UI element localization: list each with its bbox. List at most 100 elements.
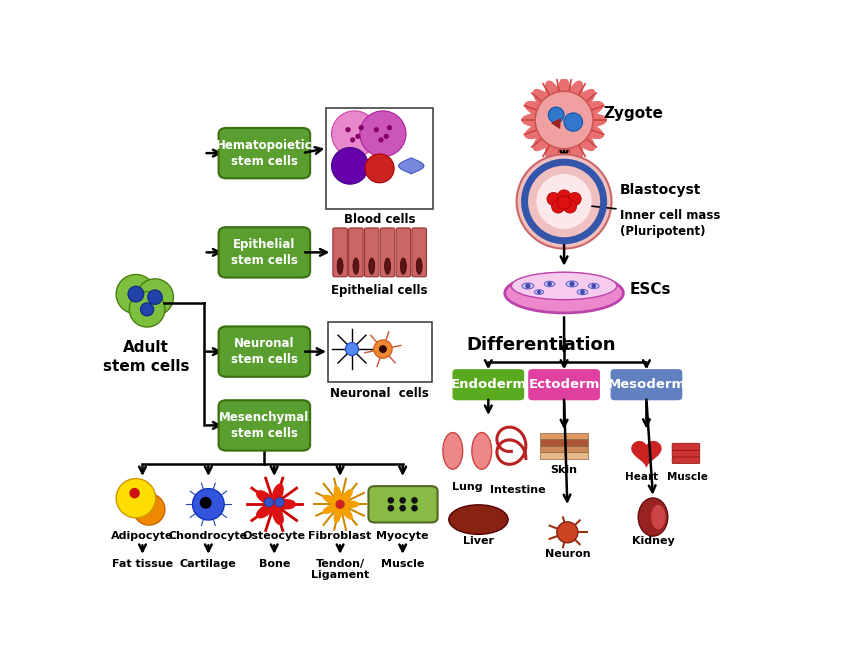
Text: Blastocyst: Blastocyst	[620, 183, 701, 197]
Ellipse shape	[353, 258, 359, 274]
Ellipse shape	[517, 155, 611, 249]
FancyBboxPatch shape	[609, 368, 683, 401]
Ellipse shape	[638, 498, 668, 536]
Text: Mesoderm: Mesoderm	[607, 378, 686, 391]
Ellipse shape	[522, 283, 534, 289]
Ellipse shape	[275, 498, 284, 507]
Text: Mesenchymal
stem cells: Mesenchymal stem cells	[219, 411, 309, 440]
Ellipse shape	[264, 498, 274, 507]
Ellipse shape	[332, 147, 368, 184]
Ellipse shape	[416, 258, 422, 274]
Ellipse shape	[374, 340, 392, 358]
Text: Myocyte: Myocyte	[377, 531, 429, 541]
Ellipse shape	[581, 290, 585, 294]
Ellipse shape	[345, 127, 351, 132]
FancyBboxPatch shape	[348, 228, 363, 277]
FancyBboxPatch shape	[365, 228, 379, 277]
Text: Epithelial
stem cells: Epithelial stem cells	[231, 238, 298, 267]
Ellipse shape	[544, 282, 555, 287]
Polygon shape	[257, 485, 295, 524]
Text: Cartilage: Cartilage	[180, 559, 237, 568]
Ellipse shape	[558, 190, 570, 203]
Ellipse shape	[552, 200, 564, 213]
Text: Ectoderm: Ectoderm	[529, 378, 600, 391]
FancyBboxPatch shape	[672, 457, 700, 463]
Polygon shape	[323, 486, 359, 522]
Text: Kidney: Kidney	[632, 536, 674, 547]
Ellipse shape	[148, 290, 162, 304]
Text: Epithelial cells: Epithelial cells	[332, 284, 428, 297]
Text: Bone: Bone	[258, 559, 290, 568]
Text: Lung: Lung	[452, 483, 483, 492]
Ellipse shape	[388, 497, 394, 504]
Ellipse shape	[512, 272, 617, 299]
Text: ESCs: ESCs	[630, 282, 672, 297]
Ellipse shape	[570, 282, 575, 286]
Text: Blood cells: Blood cells	[344, 213, 416, 225]
FancyBboxPatch shape	[672, 450, 700, 457]
Ellipse shape	[547, 282, 552, 286]
Ellipse shape	[588, 284, 599, 289]
Ellipse shape	[536, 174, 592, 229]
Ellipse shape	[193, 488, 224, 520]
Ellipse shape	[387, 125, 392, 130]
Text: Neuronal  cells: Neuronal cells	[331, 387, 429, 400]
FancyBboxPatch shape	[541, 432, 588, 439]
Ellipse shape	[548, 107, 564, 123]
Ellipse shape	[449, 505, 508, 534]
Text: Hematopoietic
stem cells: Hematopoietic stem cells	[216, 139, 313, 168]
Ellipse shape	[400, 505, 406, 512]
Text: Endoderm: Endoderm	[450, 378, 526, 391]
Ellipse shape	[547, 192, 560, 206]
FancyBboxPatch shape	[218, 128, 310, 178]
FancyBboxPatch shape	[528, 368, 601, 401]
Ellipse shape	[378, 137, 383, 143]
Text: Tendon/
Ligament: Tendon/ Ligament	[311, 559, 369, 580]
Ellipse shape	[557, 522, 578, 543]
Ellipse shape	[411, 505, 418, 512]
Ellipse shape	[200, 497, 212, 509]
Ellipse shape	[337, 258, 343, 274]
Ellipse shape	[129, 488, 140, 498]
Ellipse shape	[366, 154, 394, 183]
Ellipse shape	[345, 342, 359, 356]
Ellipse shape	[388, 505, 394, 512]
Text: Muscle: Muscle	[381, 559, 424, 568]
Ellipse shape	[133, 494, 165, 525]
FancyBboxPatch shape	[451, 368, 525, 401]
Ellipse shape	[383, 134, 388, 139]
FancyBboxPatch shape	[541, 452, 588, 459]
Ellipse shape	[443, 432, 462, 469]
Text: Neuronal
stem cells: Neuronal stem cells	[231, 337, 298, 366]
Text: Intestine: Intestine	[490, 485, 546, 495]
Ellipse shape	[384, 258, 390, 274]
Ellipse shape	[116, 274, 156, 314]
Ellipse shape	[592, 284, 596, 288]
Ellipse shape	[505, 273, 623, 313]
FancyBboxPatch shape	[368, 486, 438, 522]
Ellipse shape	[535, 290, 544, 294]
Ellipse shape	[374, 127, 379, 132]
Ellipse shape	[525, 284, 530, 289]
Ellipse shape	[350, 137, 355, 143]
Ellipse shape	[472, 432, 491, 469]
FancyBboxPatch shape	[672, 444, 700, 450]
Ellipse shape	[564, 200, 576, 213]
FancyBboxPatch shape	[326, 108, 434, 209]
Text: Inner cell mass
(Pluripotent): Inner cell mass (Pluripotent)	[620, 209, 721, 238]
Ellipse shape	[359, 125, 364, 130]
Ellipse shape	[564, 113, 582, 132]
Ellipse shape	[577, 290, 588, 295]
Text: Osteocyte: Osteocyte	[243, 531, 306, 541]
Ellipse shape	[332, 111, 377, 157]
Text: Fat tissue: Fat tissue	[112, 559, 173, 568]
FancyBboxPatch shape	[541, 446, 588, 452]
Ellipse shape	[116, 479, 156, 518]
FancyBboxPatch shape	[333, 228, 348, 277]
Polygon shape	[399, 158, 424, 174]
Ellipse shape	[568, 192, 581, 206]
Ellipse shape	[536, 91, 593, 149]
Ellipse shape	[128, 286, 144, 302]
Ellipse shape	[537, 290, 541, 294]
Ellipse shape	[369, 258, 375, 274]
